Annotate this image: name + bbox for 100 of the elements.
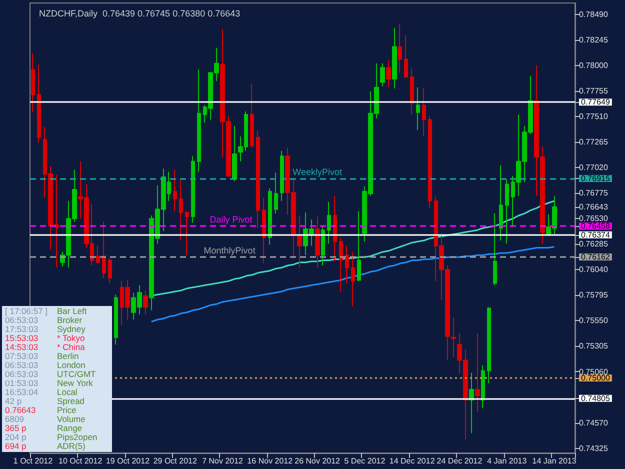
candlestick xyxy=(250,84,254,148)
candlestick xyxy=(469,372,474,434)
x-tick-label: 14 Jan 2013 xyxy=(532,456,577,466)
y-tick-label: 0.77020 xyxy=(579,163,608,172)
annotation: 14:53:03 xyxy=(5,342,40,352)
y-tick-label: 0.74325 xyxy=(579,444,608,453)
candlestick xyxy=(232,125,237,182)
y-tick-label: 0.76162 xyxy=(581,252,610,262)
y-tick-label: 0.78000 xyxy=(579,61,608,70)
x-tick-label: 7 Nov 2012 xyxy=(202,456,244,466)
candlestick xyxy=(451,317,456,358)
candlestick xyxy=(327,201,331,244)
text: 6809 xyxy=(5,414,24,424)
annotation: Berlin xyxy=(57,351,79,361)
annotation: London xyxy=(57,360,86,370)
x-tick-label: 14 Dec 2012 xyxy=(389,456,436,466)
y-tick-label: 0.77265 xyxy=(579,138,608,147)
annotation: Pips2open xyxy=(57,432,98,442)
y-tick-label: 0.76285 xyxy=(579,240,608,249)
candlestick xyxy=(143,290,148,315)
candlestick xyxy=(386,60,391,88)
annotation: Sydney xyxy=(57,324,86,334)
annotation: Spread xyxy=(57,396,84,406)
candlestick xyxy=(268,188,272,246)
candlestick xyxy=(185,210,189,256)
candlestick xyxy=(315,216,320,268)
x-tick-label: 16 Nov 2012 xyxy=(247,456,294,466)
line-series xyxy=(150,246,556,322)
x-tick-label: 26 Nov 2012 xyxy=(294,456,341,466)
candlestick xyxy=(31,52,35,113)
candlestick xyxy=(398,23,402,74)
candlestick xyxy=(333,195,337,262)
y-tick-label: 0.74805 xyxy=(581,394,610,403)
candlestick xyxy=(256,130,260,228)
x-tick-label: 5 Dec 2012 xyxy=(344,456,386,466)
y-tick-label: 0.76040 xyxy=(579,265,608,274)
y-tick-label: 0.75795 xyxy=(579,290,608,300)
annotation: UTC/GMT xyxy=(57,369,96,379)
candlestick xyxy=(392,28,397,89)
ref-line-label: Daily Pivot xyxy=(210,214,253,225)
annotation: New York xyxy=(57,378,93,388)
annotation: Bar Left xyxy=(57,306,87,316)
y-tick-label: 0.75550 xyxy=(579,316,608,326)
y-tick-label: 0.76374 xyxy=(581,230,610,240)
candlestick xyxy=(404,34,408,78)
y-tick-label: 0.77755 xyxy=(579,86,608,96)
ref-line-label: MonthlyPivot xyxy=(204,245,256,256)
candlestick xyxy=(321,225,325,266)
annotation: Broker xyxy=(57,315,82,325)
x-tick-label: 4 Jan 2013 xyxy=(487,456,528,466)
y-tick-label: 0.76915 xyxy=(581,174,610,184)
annotation: 0.76643 xyxy=(5,405,37,415)
candlestick xyxy=(505,178,509,244)
candlestick xyxy=(499,165,503,241)
y-tick-label: 0.74570 xyxy=(579,418,608,428)
text: 694 p xyxy=(5,441,26,451)
candlestick xyxy=(345,245,349,284)
annotation: 07:53:03 xyxy=(5,351,40,361)
annotation: Local xyxy=(57,387,78,397)
candlestick xyxy=(357,210,361,282)
x-tick-label: 24 Dec 2012 xyxy=(436,456,483,466)
text: 42 p xyxy=(5,396,22,406)
y-tick-label: 0.76643 xyxy=(579,202,608,212)
candlestick xyxy=(102,221,106,278)
annotation: * China xyxy=(57,342,85,352)
candlestick xyxy=(410,68,414,115)
candlestick xyxy=(96,245,100,264)
candlestick xyxy=(191,156,195,224)
candlestick xyxy=(351,251,355,307)
text: NZDCHF,Daily 0.76439 0.76745 0.76380 0.76643 xyxy=(39,8,240,18)
y-tick-label: 0.77510 xyxy=(579,112,608,122)
y-tick-label: 0.77649 xyxy=(581,98,610,107)
annotation: 01:53:03 xyxy=(5,378,40,388)
annotation: 06:53:03 xyxy=(5,360,40,370)
candlestick xyxy=(274,172,278,214)
candlestick xyxy=(37,64,41,144)
x-tick-label: 1 Oct 2012 xyxy=(13,456,54,466)
candlestick xyxy=(493,212,497,286)
y-tick-label: 0.76775 xyxy=(579,188,608,198)
candlestick xyxy=(422,88,426,137)
annotation: Range xyxy=(57,423,82,433)
candlestick xyxy=(339,236,343,292)
y-tick-label: 0.78490 xyxy=(579,10,608,19)
annotation: Price xyxy=(57,405,76,415)
y-tick-label: 0.76530 xyxy=(579,214,608,224)
candlestick xyxy=(114,294,118,346)
annotation: 17:53:03 xyxy=(5,324,40,334)
candlestick xyxy=(108,258,112,284)
candlestick xyxy=(179,180,183,241)
annotation: 16:53:04 xyxy=(5,387,40,397)
candlestick xyxy=(173,169,177,212)
y-tick-label: 0.78245 xyxy=(579,35,608,44)
candlestick xyxy=(481,365,485,409)
text: 365 p xyxy=(5,423,26,433)
x-tick-label: 29 Oct 2012 xyxy=(153,456,198,466)
y-tick-label: 0.75000 xyxy=(581,374,610,382)
annotation: * Tokyo xyxy=(57,333,85,343)
ref-line-label: WeeklyPivot xyxy=(292,167,342,178)
annotation: Volume xyxy=(57,414,86,424)
y-tick-label: 0.76458 xyxy=(581,222,610,231)
